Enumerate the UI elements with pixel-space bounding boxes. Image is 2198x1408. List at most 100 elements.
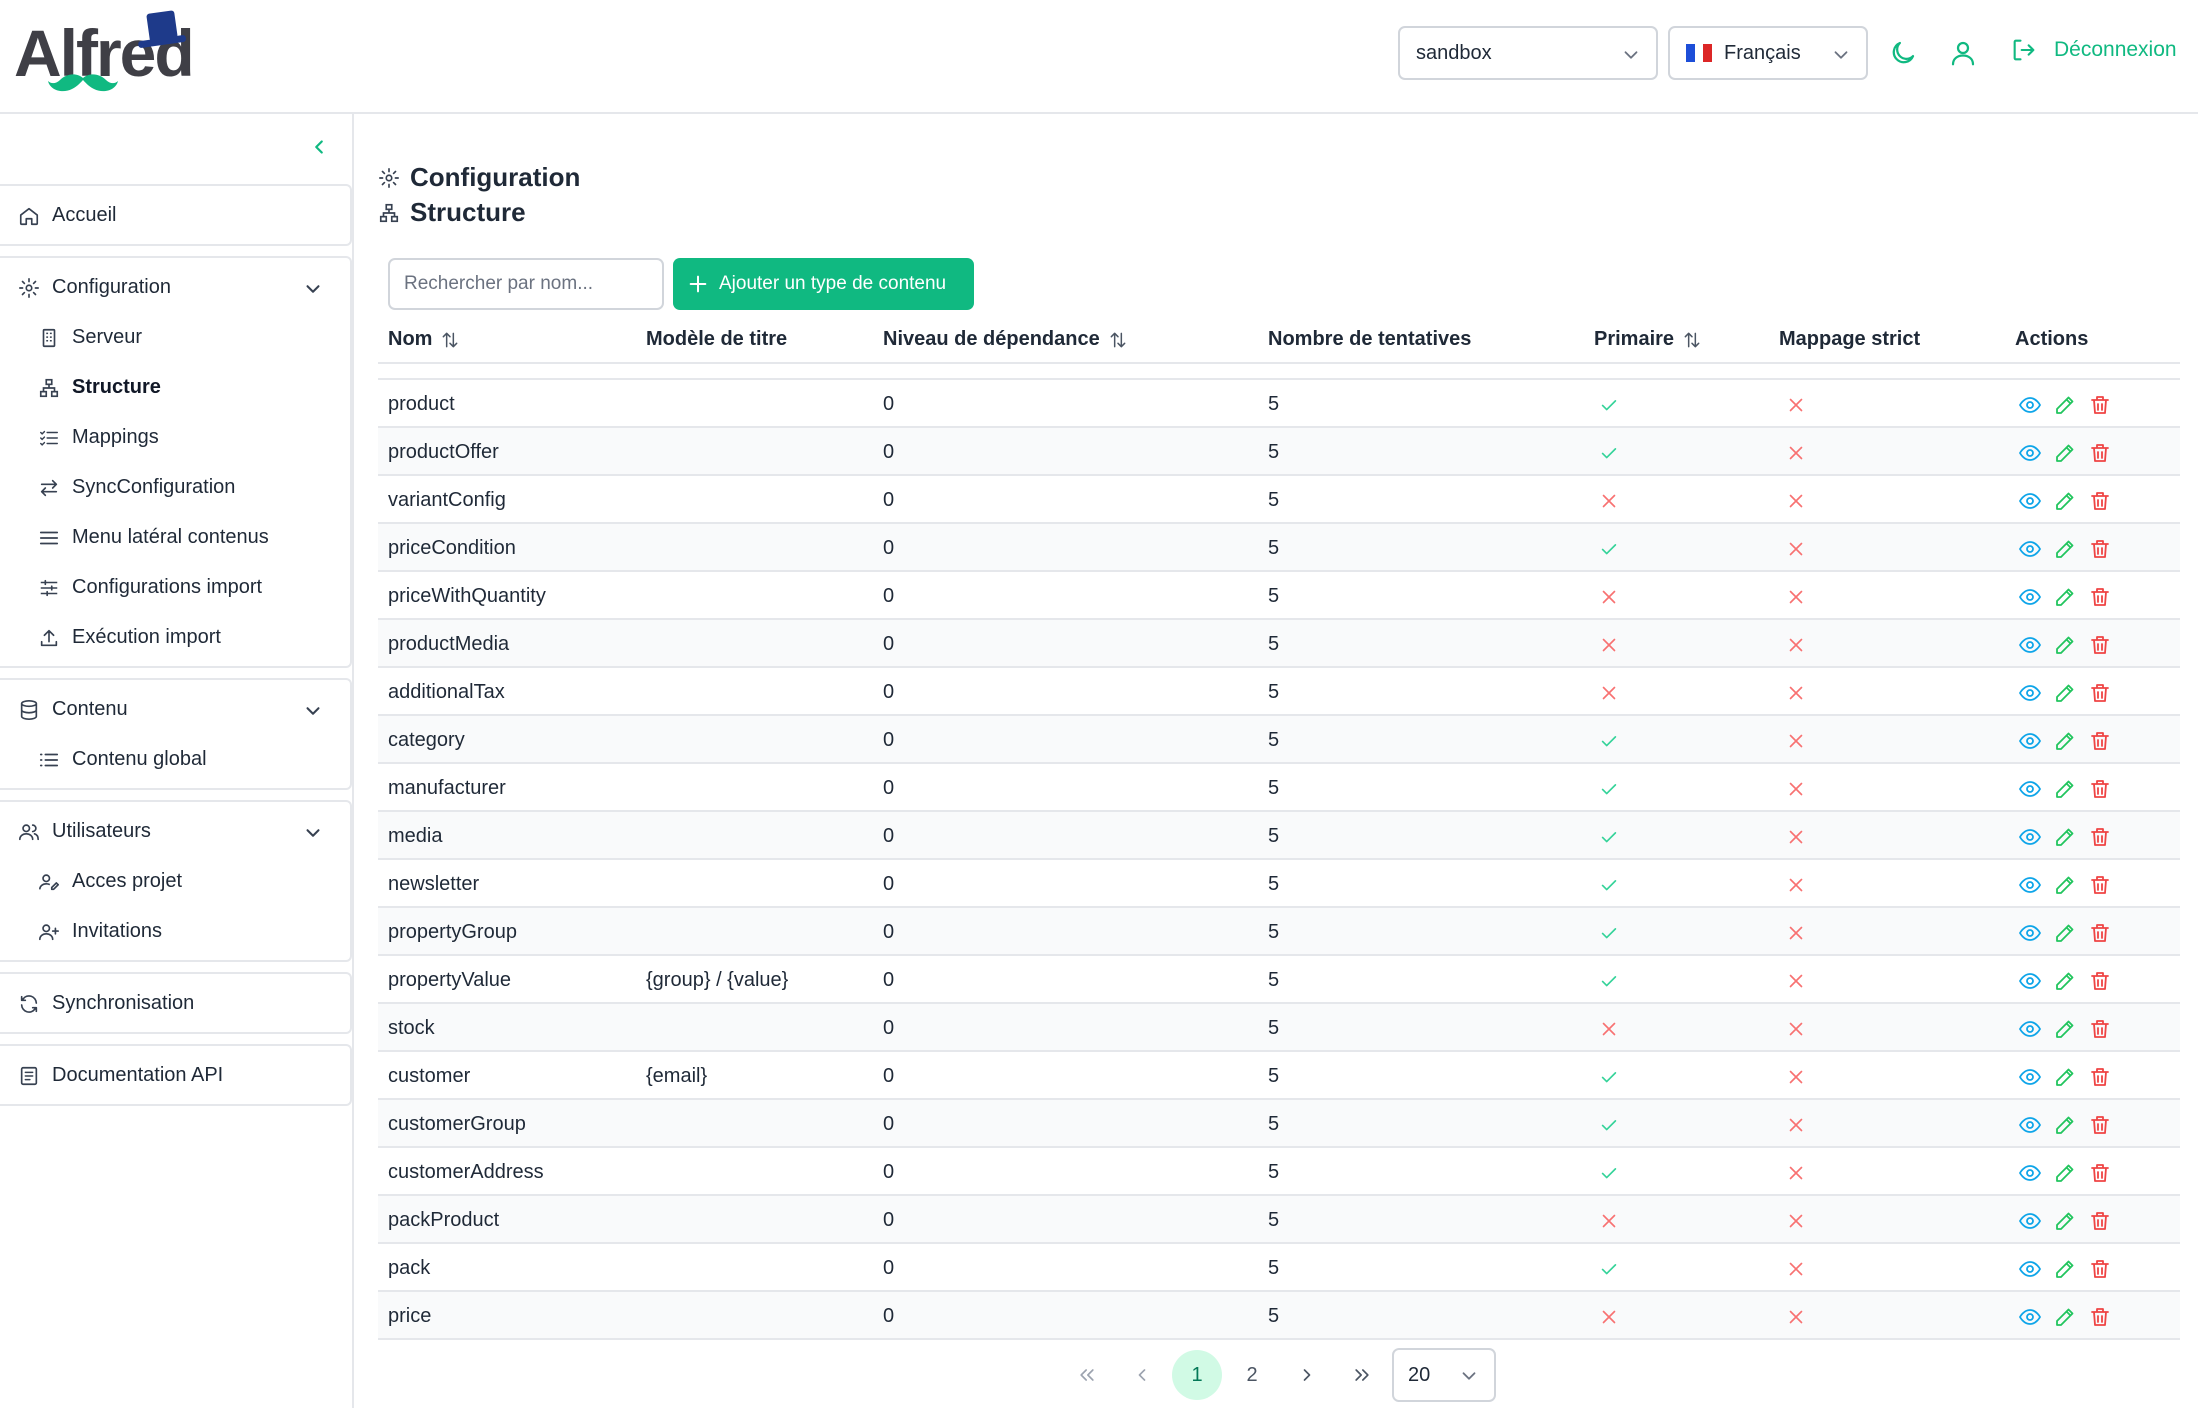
sidebar-item-structure[interactable]: Structure: [38, 376, 161, 399]
add-content-type-button[interactable]: Ajouter un type de contenu: [673, 258, 974, 310]
eye-icon[interactable]: [2018, 537, 2042, 561]
sidebar-item-configuration[interactable]: Configuration: [18, 276, 171, 299]
sidebar-item-syncconfiguration[interactable]: SyncConfiguration: [38, 476, 235, 499]
chevron-down-icon[interactable]: [302, 278, 324, 300]
sidebar-item-utilisateurs[interactable]: Utilisateurs: [18, 820, 151, 843]
trash-icon[interactable]: [2088, 1305, 2112, 1329]
cross-icon: [1785, 1114, 1807, 1136]
moon-icon[interactable]: [1888, 38, 1918, 68]
trash-icon[interactable]: [2088, 681, 2112, 705]
page-button-2[interactable]: 2: [1246, 1363, 1258, 1386]
edit-icon[interactable]: [2053, 1161, 2077, 1185]
sidebar-item-mappings[interactable]: Mappings: [38, 426, 159, 449]
trash-icon[interactable]: [2088, 777, 2112, 801]
edit-icon[interactable]: [2053, 729, 2077, 753]
sidebar-item-serveur[interactable]: Serveur: [38, 326, 142, 349]
edit-icon[interactable]: [2053, 825, 2077, 849]
edit-icon[interactable]: [2053, 969, 2077, 993]
trash-icon[interactable]: [2088, 969, 2112, 993]
edit-icon[interactable]: [2053, 1209, 2077, 1233]
column-header-niveau-dependance[interactable]: Niveau de dépendance: [883, 328, 1128, 351]
trash-icon[interactable]: [2088, 1065, 2112, 1089]
trash-icon[interactable]: [2088, 825, 2112, 849]
edit-icon[interactable]: [2053, 873, 2077, 897]
sidebar-item-accueil[interactable]: Accueil: [18, 204, 116, 227]
chevron-down-icon[interactable]: [302, 822, 324, 844]
trash-icon[interactable]: [2088, 441, 2112, 465]
eye-icon[interactable]: [2018, 969, 2042, 993]
sidebar-item-acces-projet[interactable]: Acces projet: [38, 870, 182, 893]
edit-icon[interactable]: [2053, 921, 2077, 945]
first-page-button[interactable]: [1062, 1350, 1112, 1400]
eye-icon[interactable]: [2018, 777, 2042, 801]
eye-icon[interactable]: [2018, 825, 2042, 849]
edit-icon[interactable]: [2053, 633, 2077, 657]
next-page-button[interactable]: [1282, 1350, 1332, 1400]
user-icon[interactable]: [1948, 38, 1978, 68]
chevron-left-icon[interactable]: [308, 136, 330, 158]
column-header-nom[interactable]: Nom: [388, 328, 460, 351]
eye-icon[interactable]: [2018, 489, 2042, 513]
chevron-down-icon[interactable]: [302, 700, 324, 722]
eye-icon[interactable]: [2018, 393, 2042, 417]
trash-icon[interactable]: [2088, 537, 2112, 561]
sidebar-item-execution-import[interactable]: Exécution import: [38, 626, 221, 649]
column-header-primaire[interactable]: Primaire: [1594, 328, 1702, 351]
logout-button[interactable]: Déconnexion: [2010, 36, 2177, 64]
edit-icon[interactable]: [2053, 1257, 2077, 1281]
eye-icon[interactable]: [2018, 633, 2042, 657]
eye-icon[interactable]: [2018, 1113, 2042, 1137]
edit-icon[interactable]: [2053, 1065, 2077, 1089]
trash-icon[interactable]: [2088, 393, 2112, 417]
edit-icon[interactable]: [2053, 585, 2077, 609]
previous-page-button[interactable]: [1117, 1350, 1167, 1400]
trash-icon[interactable]: [2088, 633, 2112, 657]
trash-icon[interactable]: [2088, 585, 2112, 609]
eye-icon[interactable]: [2018, 873, 2042, 897]
eye-icon[interactable]: [2018, 1065, 2042, 1089]
sidebar-item-invitations[interactable]: Invitations: [38, 920, 162, 943]
edit-icon[interactable]: [2053, 1113, 2077, 1137]
edit-icon[interactable]: [2053, 537, 2077, 561]
eye-icon[interactable]: [2018, 1305, 2042, 1329]
sidebar-item-documentation-api[interactable]: Documentation API: [18, 1064, 223, 1087]
eye-icon[interactable]: [2018, 921, 2042, 945]
trash-icon[interactable]: [2088, 489, 2112, 513]
edit-icon[interactable]: [2053, 777, 2077, 801]
rows-per-page-select[interactable]: 20: [1392, 1348, 1496, 1402]
search-input[interactable]: [388, 258, 664, 310]
logo[interactable]: Alfred: [14, 10, 214, 92]
sidebar-item-contenu[interactable]: Contenu: [18, 698, 128, 721]
eye-icon[interactable]: [2018, 1257, 2042, 1281]
edit-icon[interactable]: [2053, 1305, 2077, 1329]
eye-icon[interactable]: [2018, 1209, 2042, 1233]
edit-icon[interactable]: [2053, 441, 2077, 465]
trash-icon[interactable]: [2088, 1113, 2112, 1137]
eye-icon[interactable]: [2018, 729, 2042, 753]
sidebar-item-configurations-import[interactable]: Configurations import: [38, 576, 262, 599]
trash-icon[interactable]: [2088, 921, 2112, 945]
environment-select[interactable]: sandbox: [1398, 26, 1658, 80]
edit-icon[interactable]: [2053, 681, 2077, 705]
trash-icon[interactable]: [2088, 1209, 2112, 1233]
edit-icon[interactable]: [2053, 393, 2077, 417]
sidebar-item-synchronisation[interactable]: Synchronisation: [18, 992, 194, 1015]
edit-icon[interactable]: [2053, 489, 2077, 513]
trash-icon[interactable]: [2088, 873, 2112, 897]
sidebar-item-contenu-global[interactable]: Contenu global: [38, 748, 207, 771]
eye-icon[interactable]: [2018, 681, 2042, 705]
language-select[interactable]: Français: [1668, 26, 1868, 80]
last-page-button[interactable]: [1337, 1350, 1387, 1400]
sidebar-item-menu-lateral[interactable]: Menu latéral contenus: [38, 526, 269, 549]
trash-icon[interactable]: [2088, 1017, 2112, 1041]
eye-icon[interactable]: [2018, 585, 2042, 609]
eye-icon[interactable]: [2018, 1017, 2042, 1041]
eye-icon[interactable]: [2018, 441, 2042, 465]
eye-icon[interactable]: [2018, 1161, 2042, 1185]
trash-icon[interactable]: [2088, 729, 2112, 753]
page-button-1[interactable]: 1: [1172, 1350, 1222, 1400]
trash-icon[interactable]: [2088, 1257, 2112, 1281]
edit-icon[interactable]: [2053, 1017, 2077, 1041]
cell-name: priceCondition: [388, 537, 516, 559]
trash-icon[interactable]: [2088, 1161, 2112, 1185]
